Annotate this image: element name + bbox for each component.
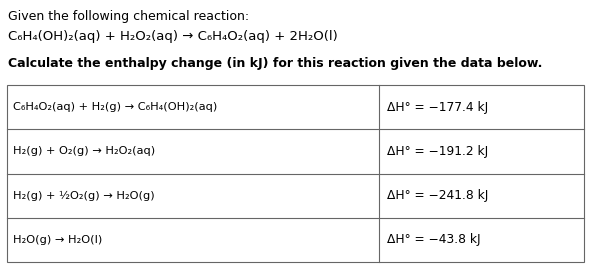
- Text: ΔH° = −241.8 kJ: ΔH° = −241.8 kJ: [387, 189, 489, 202]
- Text: C₆H₄(OH)₂(aq) + H₂O₂(aq) → C₆H₄O₂(aq) + 2H₂O(l): C₆H₄(OH)₂(aq) + H₂O₂(aq) → C₆H₄O₂(aq) + …: [8, 30, 337, 43]
- Text: H₂O(g) → H₂O(l): H₂O(g) → H₂O(l): [13, 235, 102, 245]
- Bar: [7, 85, 584, 262]
- Text: C₆H₄O₂(aq) + H₂(g) → C₆H₄(OH)₂(aq): C₆H₄O₂(aq) + H₂(g) → C₆H₄(OH)₂(aq): [13, 102, 217, 112]
- Text: Calculate the enthalpy change (in kJ) for this reaction given the data below.: Calculate the enthalpy change (in kJ) fo…: [8, 57, 543, 70]
- Text: ΔH° = −43.8 kJ: ΔH° = −43.8 kJ: [387, 233, 481, 246]
- Text: ΔH° = −191.2 kJ: ΔH° = −191.2 kJ: [387, 145, 488, 158]
- Text: ΔH° = −177.4 kJ: ΔH° = −177.4 kJ: [387, 101, 488, 114]
- Text: H₂(g) + ½O₂(g) → H₂O(g): H₂(g) + ½O₂(g) → H₂O(g): [13, 191, 155, 201]
- Text: Given the following chemical reaction:: Given the following chemical reaction:: [8, 10, 249, 23]
- Text: H₂(g) + O₂(g) → H₂O₂(aq): H₂(g) + O₂(g) → H₂O₂(aq): [13, 146, 155, 156]
